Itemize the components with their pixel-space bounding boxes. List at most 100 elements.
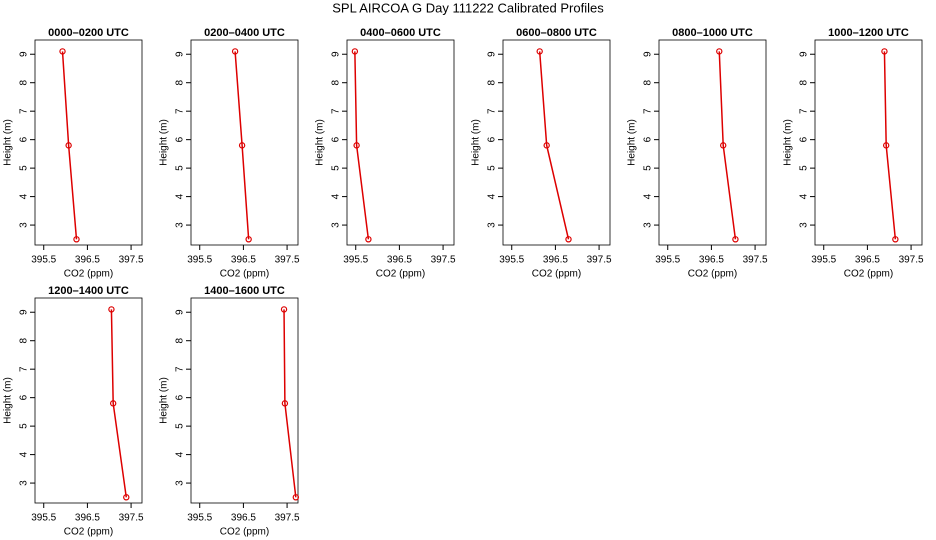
y-tick-label: 9 bbox=[175, 309, 186, 315]
panel-title: 1000–1200 UTC bbox=[828, 27, 909, 39]
y-axis-label: Height (m) bbox=[3, 119, 14, 166]
y-tick-label: 6 bbox=[175, 136, 186, 142]
y-tick-label: 5 bbox=[799, 165, 810, 171]
panel: 0400–0600 UTC CO2 (ppm) Height (m) 395.5 3 9 6… bbox=[315, 27, 456, 280]
profile-line bbox=[110, 309, 128, 498]
x-tick-label: 396.5 bbox=[75, 255, 100, 266]
y-tick-label: 5 bbox=[331, 165, 342, 171]
y-tick-label: 4 bbox=[799, 193, 810, 199]
x-tick-label: 397.5 bbox=[743, 255, 768, 266]
panel-title: 0000–0200 UTC bbox=[48, 27, 129, 39]
profile-line bbox=[883, 51, 897, 240]
profile-line bbox=[283, 309, 297, 498]
data-point bbox=[280, 306, 288, 313]
x-tick-label: 396.5 bbox=[699, 255, 724, 266]
y-tick-label: 9 bbox=[331, 51, 342, 57]
y-tick-label: 9 bbox=[175, 51, 186, 57]
x-axis-label: CO2 (ppm) bbox=[220, 527, 269, 538]
data-point bbox=[365, 236, 372, 243]
data-point bbox=[292, 494, 300, 501]
plot-frame bbox=[502, 39, 611, 246]
y-tick-label: 8 bbox=[487, 79, 498, 85]
data-point bbox=[353, 142, 360, 149]
y-axis-label: Height (m) bbox=[783, 119, 794, 166]
profile-line bbox=[718, 51, 737, 240]
panel-title: 0200–0400 UTC bbox=[204, 27, 285, 39]
plot-frame bbox=[658, 39, 767, 246]
x-tick-label: 397.5 bbox=[431, 255, 456, 266]
y-tick-label: 5 bbox=[19, 423, 30, 429]
x-tick-label: 397.5 bbox=[899, 255, 924, 266]
y-tick-label: 7 bbox=[799, 108, 810, 114]
y-tick-label: 4 bbox=[19, 193, 30, 199]
plot-frame bbox=[34, 39, 143, 246]
y-tick-label: 7 bbox=[331, 108, 342, 114]
x-tick-label: 395.5 bbox=[31, 513, 56, 524]
data-point bbox=[351, 48, 359, 55]
x-tick-label: 395.5 bbox=[31, 255, 56, 266]
y-tick-label: 8 bbox=[19, 79, 30, 85]
y-tick-label: 3 bbox=[643, 222, 654, 228]
y-tick-label: 3 bbox=[331, 222, 342, 228]
data-point bbox=[281, 400, 289, 407]
y-axis-label: Height (m) bbox=[159, 119, 170, 166]
x-tick-label: 397.5 bbox=[119, 255, 144, 266]
data-point bbox=[65, 142, 72, 149]
x-tick-label: 396.5 bbox=[855, 255, 880, 266]
y-tick-label: 5 bbox=[487, 165, 498, 171]
y-tick-label: 3 bbox=[19, 480, 30, 486]
data-point bbox=[732, 236, 739, 243]
plot-frame bbox=[814, 39, 923, 246]
y-axis-label: Height (m) bbox=[471, 119, 482, 166]
x-axis-label: CO2 (ppm) bbox=[64, 269, 113, 280]
panel-title: 0800–1000 UTC bbox=[672, 27, 753, 39]
y-tick-label: 5 bbox=[643, 165, 654, 171]
profile-line bbox=[354, 51, 370, 240]
y-axis-label: Height (m) bbox=[3, 377, 14, 424]
x-tick-label: 395.5 bbox=[187, 255, 212, 266]
x-tick-label: 396.5 bbox=[543, 255, 568, 266]
data-point bbox=[73, 236, 80, 243]
panel-title: 0400–0600 UTC bbox=[360, 27, 441, 39]
data-point bbox=[881, 48, 888, 55]
x-tick-label: 396.5 bbox=[75, 513, 100, 524]
y-tick-label: 6 bbox=[19, 394, 30, 400]
profile-line bbox=[538, 51, 570, 240]
x-tick-label: 397.5 bbox=[587, 255, 612, 266]
y-tick-label: 6 bbox=[175, 394, 186, 400]
data-point bbox=[59, 48, 66, 55]
y-tick-label: 8 bbox=[19, 337, 30, 343]
y-tick-label: 6 bbox=[331, 136, 342, 142]
x-axis-label: CO2 (ppm) bbox=[376, 269, 425, 280]
y-tick-label: 3 bbox=[175, 222, 186, 228]
x-tick-label: 397.5 bbox=[275, 513, 300, 524]
profile-line bbox=[234, 51, 250, 240]
x-axis-label: CO2 (ppm) bbox=[64, 527, 113, 538]
x-tick-label: 397.5 bbox=[275, 255, 300, 266]
panel-title: 0600–0800 UTC bbox=[516, 27, 597, 39]
figure-title: SPL AIRCOA G Day 111222 Calibrated Profi… bbox=[332, 0, 604, 15]
panel-title: 1400–1600 UTC bbox=[204, 285, 285, 297]
x-axis-label: CO2 (ppm) bbox=[220, 269, 269, 280]
data-point bbox=[109, 400, 117, 407]
y-tick-label: 7 bbox=[487, 108, 498, 114]
x-tick-label: 395.5 bbox=[343, 255, 368, 266]
y-tick-label: 7 bbox=[643, 108, 654, 114]
y-tick-label: 4 bbox=[175, 451, 186, 457]
plot-frame bbox=[190, 297, 299, 504]
data-point bbox=[231, 48, 239, 55]
y-tick-label: 4 bbox=[331, 193, 342, 199]
panel: 0200–0400 UTC CO2 (ppm) Height (m) 395.5 3 9 6… bbox=[159, 27, 300, 280]
y-tick-label: 6 bbox=[487, 136, 498, 142]
y-axis-label: Height (m) bbox=[315, 119, 326, 166]
x-axis-label: CO2 (ppm) bbox=[688, 269, 737, 280]
x-axis-label: CO2 (ppm) bbox=[844, 269, 893, 280]
plot-frame bbox=[190, 39, 299, 246]
y-tick-label: 7 bbox=[19, 366, 30, 372]
data-point bbox=[245, 236, 252, 243]
